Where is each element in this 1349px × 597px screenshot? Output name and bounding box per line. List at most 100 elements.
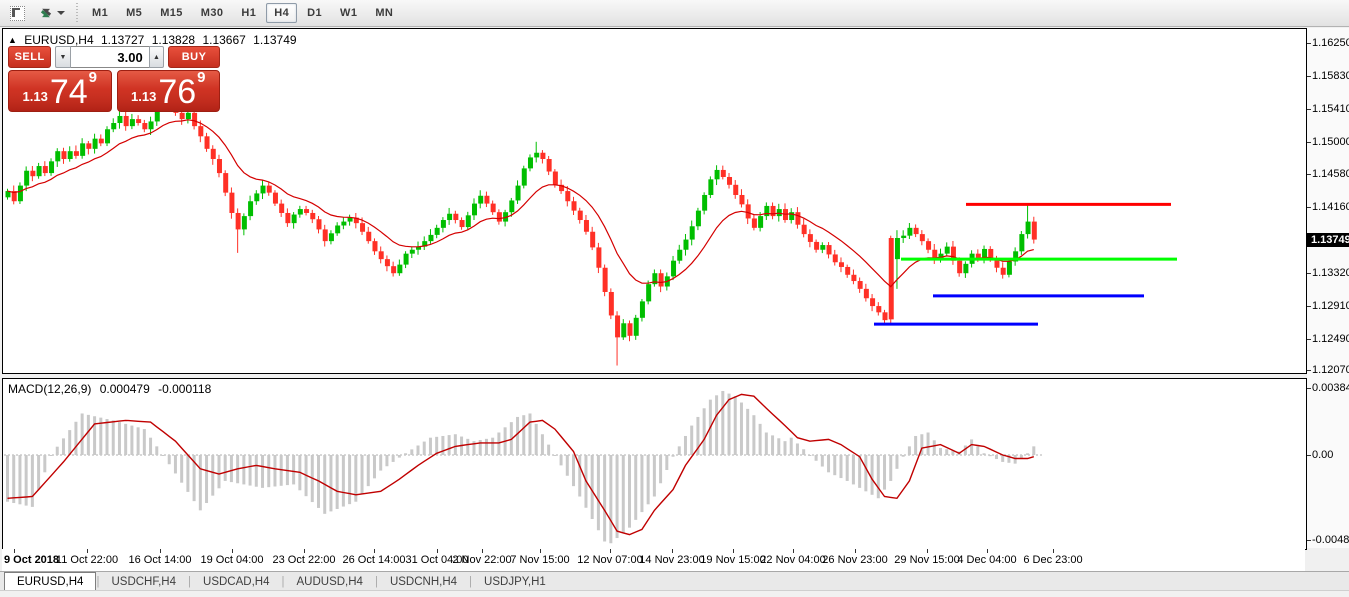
macd-histogram <box>6 390 1036 544</box>
time-tick-mark <box>14 549 15 553</box>
time-axis-label: 31 Oct 04:00 <box>405 554 469 566</box>
time-tick-mark <box>437 549 438 553</box>
time-axis-label: 19 Oct 04:00 <box>200 554 264 566</box>
arrange-arrows-glyph <box>40 8 51 18</box>
chart-tab-bar: EURUSD,H4 | USDCHF,H4 | USDCAD,H4 | AUDUSD,H4 |… <box>0 571 1349 591</box>
time-tick-mark <box>87 549 88 553</box>
ohlc-high: 1.13828 <box>151 33 196 47</box>
volume-increase-button[interactable]: ▲ <box>148 46 165 68</box>
axis-label: 1.13320 <box>1312 267 1349 279</box>
collapse-panel-arrow[interactable]: ▲ <box>8 35 17 45</box>
buy-price-prefix: 1.13 <box>131 89 157 104</box>
timeframe-button-h4[interactable]: H4 <box>266 3 298 23</box>
time-tick-mark <box>610 549 611 553</box>
time-axis-label: 19 Nov 15:00 <box>700 554 766 566</box>
axis-tick-mark <box>1307 388 1311 389</box>
macd-signal-value: -0.000118 <box>158 382 212 396</box>
time-tick-mark <box>374 549 375 553</box>
ohlc-low: 1.13667 <box>202 33 246 47</box>
sell-price-big: 74 <box>49 73 88 112</box>
volume-decrease-button[interactable]: ▼ <box>55 46 71 68</box>
current-price-box: 1.13749 <box>1307 233 1349 247</box>
sell-button[interactable]: SELL <box>8 46 52 68</box>
timeframe-button-m1[interactable]: M1 <box>84 3 116 23</box>
time-axis-label: 26 Nov 23:00 <box>822 554 888 566</box>
timeframe-button-m5[interactable]: M5 <box>118 3 150 23</box>
time-axis-label: 23 Oct 22:00 <box>272 554 336 566</box>
axis-tick-mark <box>1307 273 1311 274</box>
chart-tab-usdcad[interactable]: USDCAD,H4 <box>203 575 270 588</box>
tab-divider: | <box>281 575 285 588</box>
time-axis-label: 22 Nov 04:00 <box>760 554 826 566</box>
axis-label: 1.15410 <box>1312 103 1349 115</box>
dropdown-caret-icon[interactable] <box>56 11 65 15</box>
ohlc-close: 1.13749 <box>253 33 297 47</box>
time-axis-label: 2 Nov 22:00 <box>452 554 512 566</box>
sell-price-prefix: 1.13 <box>22 89 48 104</box>
macd-indicator-pane[interactable] <box>2 378 1307 550</box>
one-click-trading-panel: SELL ▼ ▲ BUY 1.13 74 9 1.13 76 9 <box>8 46 221 112</box>
chart-tab-usdcnh[interactable]: USDCNH,H4 <box>389 575 458 588</box>
axis-tick-mark <box>1307 540 1311 541</box>
macd-title: MACD(12,26,9) 0.000479 -0.000118 <box>8 382 216 396</box>
time-axis-label: 12 Nov 07:00 <box>577 554 643 566</box>
axis-label: 1.15830 <box>1312 70 1349 82</box>
time-tick-mark <box>793 549 794 553</box>
axis-label: 1.12490 <box>1312 333 1349 345</box>
time-tick-mark <box>232 549 233 553</box>
axis-tick-mark <box>1307 370 1311 371</box>
time-tick-mark <box>1053 549 1054 553</box>
tab-divider: | <box>469 575 473 588</box>
chart-tab-audusd[interactable]: AUDUSD,H4 <box>296 575 363 588</box>
toolbar: M1 M5 M15 M30 H1 H4 D1 W1 MN <box>0 0 1349 27</box>
time-axis-label: 29 Nov 15:00 <box>894 554 960 566</box>
time-tick-mark <box>540 549 541 553</box>
axis-tick-mark <box>1307 76 1311 77</box>
timeframe-button-mn[interactable]: MN <box>367 3 401 23</box>
time-axis-label: 4 Dec 04:00 <box>957 554 1017 566</box>
tab-divider: | <box>188 575 192 588</box>
timeframe-button-d1[interactable]: D1 <box>299 3 330 23</box>
timeframe-button-m15[interactable]: M15 <box>152 3 191 23</box>
time-tick-mark <box>855 549 856 553</box>
arrange-charts-icon[interactable] <box>34 4 68 22</box>
time-tick-mark <box>672 549 673 553</box>
axis-tick-mark <box>1307 43 1311 44</box>
toolbar-separator <box>76 3 78 23</box>
timeframe-toolbar: M1 M5 M15 M30 H1 H4 D1 W1 MN <box>83 3 402 23</box>
axis-tick-mark <box>1307 455 1311 456</box>
time-tick-mark <box>927 549 928 553</box>
timeframe-button-h1[interactable]: H1 <box>233 3 264 23</box>
chart-tab-eurusd[interactable]: EURUSD,H4 <box>4 572 97 591</box>
chart-frame-icon[interactable] <box>6 4 28 22</box>
buy-price-tile[interactable]: 1.13 76 9 <box>116 69 220 112</box>
chart-symbol: EURUSD,H4 <box>24 33 94 47</box>
ma-line <box>7 119 1034 288</box>
axis-label: 1.14160 <box>1312 201 1349 213</box>
axis-label: 1.14580 <box>1312 168 1349 180</box>
ohlc-open: 1.13727 <box>100 33 145 47</box>
axis-tick-mark <box>1307 174 1311 175</box>
macd-main-value: 0.000479 <box>99 382 150 396</box>
timeframe-button-w1[interactable]: W1 <box>332 3 365 23</box>
price-scale[interactable]: 1.16250 1.15830 1.15410 1.15000 1.14580 1.141… <box>1307 28 1349 548</box>
axis-label: 1.12910 <box>1312 300 1349 312</box>
sell-price-tile[interactable]: 1.13 74 9 <box>8 69 112 112</box>
timeframe-button-m30[interactable]: M30 <box>193 3 232 23</box>
macd-signal-line <box>7 393 1034 536</box>
time-scale[interactable]: 9 Oct 2018 11 Oct 22:00 16 Oct 14:00 19 Oct… <box>2 549 1305 571</box>
buy-price-big: 76 <box>158 73 197 112</box>
macd-name: MACD(12,26,9) <box>8 382 92 396</box>
time-axis-label: 9 Oct 2018 <box>4 554 60 566</box>
tab-divider: | <box>96 575 100 588</box>
time-tick-mark <box>304 549 305 553</box>
axis-tick-mark <box>1307 339 1311 340</box>
volume-input[interactable] <box>70 46 149 68</box>
chart-tab-usdjpy[interactable]: USDJPY,H1 <box>484 575 546 588</box>
buy-button[interactable]: BUY <box>168 46 221 68</box>
axis-label: 1.12070 <box>1312 364 1349 376</box>
time-axis-label: 14 Nov 23:00 <box>639 554 705 566</box>
chart-tab-usdchf[interactable]: USDCHF,H4 <box>111 575 177 588</box>
time-axis-label: 7 Nov 15:00 <box>510 554 570 566</box>
